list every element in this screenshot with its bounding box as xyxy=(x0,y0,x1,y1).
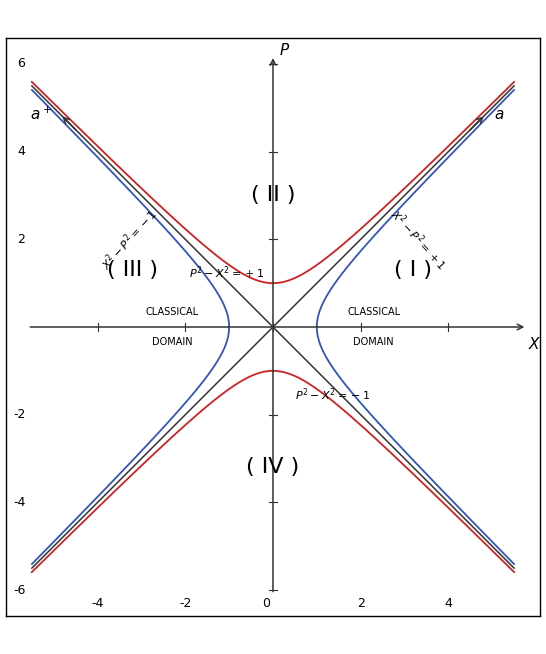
Text: DOMAIN: DOMAIN xyxy=(353,337,394,347)
Text: -2: -2 xyxy=(13,408,25,421)
Text: 2: 2 xyxy=(17,233,25,246)
Text: CLASSICAL: CLASSICAL xyxy=(146,307,199,317)
Text: 4: 4 xyxy=(17,145,25,158)
Text: ( III ): ( III ) xyxy=(107,260,158,280)
Text: 2: 2 xyxy=(357,596,365,610)
Text: $X^2 - P^2 = +1$: $X^2 - P^2 = +1$ xyxy=(387,205,450,273)
Text: ( IV ): ( IV ) xyxy=(246,457,300,477)
Text: -2: -2 xyxy=(179,596,192,610)
Text: -4: -4 xyxy=(91,596,104,610)
Text: CLASSICAL: CLASSICAL xyxy=(347,307,400,317)
Text: 6: 6 xyxy=(17,58,25,71)
Text: DOMAIN: DOMAIN xyxy=(152,337,192,347)
Text: $P^2 - X^2 = -1$: $P^2 - X^2 = -1$ xyxy=(295,387,370,404)
Text: 0: 0 xyxy=(263,596,270,610)
Text: -4: -4 xyxy=(13,496,25,509)
Text: ( I ): ( I ) xyxy=(394,260,432,280)
Text: 4: 4 xyxy=(444,596,452,610)
Text: $P^2 - X^2 = +1$: $P^2 - X^2 = +1$ xyxy=(189,264,265,281)
Text: X: X xyxy=(529,337,539,352)
Text: -6: -6 xyxy=(13,583,25,596)
Text: ( II ): ( II ) xyxy=(251,186,295,205)
Text: $a$: $a$ xyxy=(494,107,505,122)
Text: $a^+$: $a^+$ xyxy=(29,106,51,123)
Text: P: P xyxy=(280,43,289,58)
Text: $X^2 - P^2 = -1$: $X^2 - P^2 = -1$ xyxy=(98,205,161,273)
